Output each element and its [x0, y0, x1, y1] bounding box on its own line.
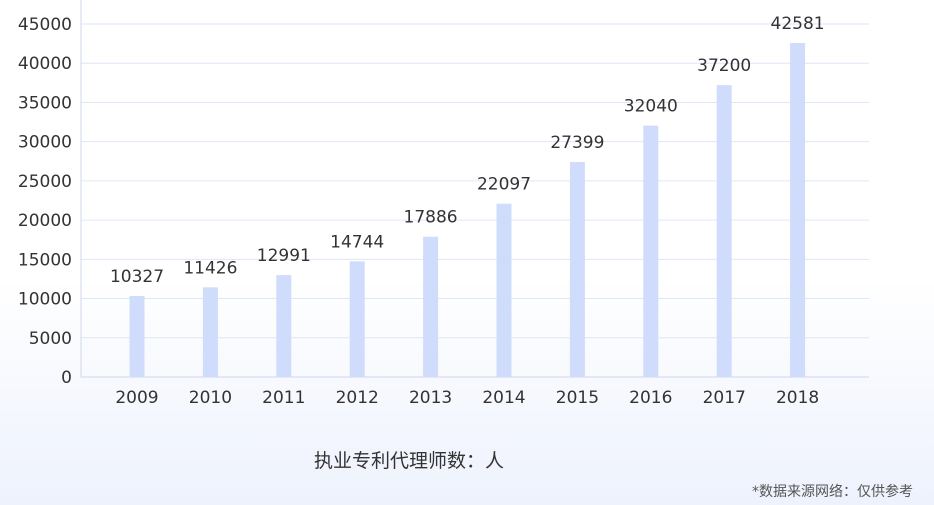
y-tick-label: 10000 — [18, 290, 72, 310]
data-label: 42581 — [771, 14, 825, 34]
x-tick-label: 2017 — [703, 388, 746, 408]
data-label: 14744 — [330, 232, 384, 252]
source-note: *数据来源网络：仅供参考 — [752, 484, 913, 500]
x-tick-label: 2012 — [336, 388, 379, 408]
x-tick-label: 2016 — [629, 388, 672, 408]
bar-2012 — [349, 261, 365, 377]
y-tick-label: 30000 — [18, 133, 72, 153]
y-tick-label: 25000 — [18, 172, 72, 192]
bar-2010 — [202, 287, 218, 377]
bar-chart: 0 5000 10000 15000 20000 25000 30000 35000 40000… — [18, 0, 869, 408]
y-tick-label: 45000 — [18, 15, 72, 35]
data-label: 37200 — [697, 56, 751, 76]
x-tick-label: 2009 — [115, 388, 158, 408]
x-tick-label: 2013 — [409, 388, 452, 408]
y-tick-label: 5000 — [29, 329, 72, 349]
bar-2014 — [496, 203, 512, 377]
data-label: 11426 — [183, 258, 237, 278]
data-label: 10327 — [110, 267, 164, 287]
data-label: 12991 — [257, 246, 311, 266]
bar-2009 — [129, 295, 145, 377]
bar-2013 — [423, 236, 439, 377]
x-tick-label: 2011 — [262, 388, 305, 408]
y-tick-label: 35000 — [18, 93, 72, 113]
data-label: 32040 — [624, 97, 678, 117]
x-tick-label: 2015 — [556, 388, 599, 408]
y-tick-label: 20000 — [18, 211, 72, 231]
y-tick-label: 40000 — [18, 54, 72, 74]
x-tick-label: 2014 — [482, 388, 525, 408]
bar-2018 — [790, 42, 806, 378]
y-tick-label: 0 — [61, 368, 72, 388]
bar-2016 — [643, 125, 659, 377]
data-label: 27399 — [550, 133, 604, 153]
x-tick-label: 2010 — [189, 388, 232, 408]
data-label: 17886 — [404, 208, 458, 228]
data-label: 22097 — [477, 175, 531, 195]
legend-label: 执业专利代理师数：人 — [314, 450, 505, 472]
bar-2017 — [716, 85, 732, 377]
bar-2015 — [569, 162, 585, 377]
y-tick-label: 15000 — [18, 250, 72, 270]
bar-2011 — [276, 275, 292, 377]
x-tick-label: 2018 — [776, 388, 819, 408]
